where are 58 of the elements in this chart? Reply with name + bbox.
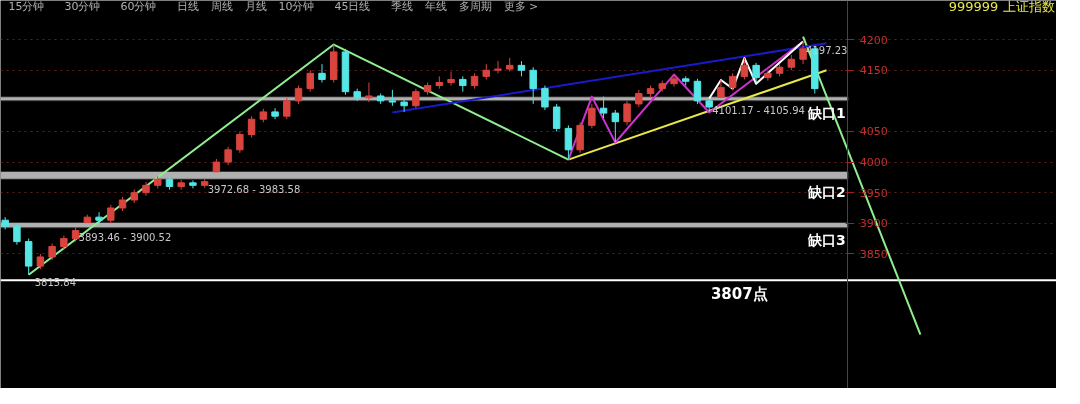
candlestick — [247, 115, 256, 139]
candlestick — [365, 82, 373, 103]
candlestick — [623, 100, 631, 126]
candlestick — [271, 107, 279, 120]
line-series — [567, 40, 805, 161]
candlestick — [611, 109, 620, 143]
candlestick — [693, 78, 702, 105]
annotation: 年线 — [424, 0, 447, 13]
candlestick — [541, 85, 549, 111]
y-tick-label: 4200 — [859, 33, 888, 47]
candlestick — [294, 85, 303, 105]
band-label: 缺口2 — [806, 183, 846, 200]
annotation: 10分钟 — [278, 0, 315, 13]
annotation: 30分钟 — [64, 0, 101, 13]
candlestick — [529, 66, 537, 105]
text: 999999 上证指数 — [948, 0, 1055, 14]
candlestick — [752, 62, 760, 84]
candlestick — [142, 181, 150, 197]
candlestick — [588, 103, 596, 129]
annotation: 更多 > — [503, 0, 539, 13]
y-tick-label: 4000 — [859, 156, 888, 170]
candlestick — [189, 179, 197, 189]
annotation: 15分钟 — [8, 0, 45, 13]
candlestick — [283, 97, 291, 120]
annotation: 60分钟 — [120, 0, 157, 13]
y-tick-label: 4150 — [859, 64, 888, 78]
y-tick-label: 3850 — [859, 247, 888, 261]
candlestick — [670, 74, 678, 88]
candlestick — [95, 211, 103, 224]
annotation: 周线 — [210, 0, 233, 13]
annotation: 月线 — [244, 0, 267, 13]
annotation: 4101.17 - 4105.94 — [712, 105, 805, 117]
candlestick — [107, 204, 115, 224]
candlestick — [494, 60, 502, 74]
candlestick — [224, 146, 232, 166]
annotation: 3893.46 - 3900.52 — [78, 232, 172, 244]
candlestick — [599, 96, 608, 119]
ref-line-label: 3807点 — [710, 285, 768, 304]
candlestick — [236, 130, 244, 154]
candlestick — [740, 57, 749, 80]
candlestick — [13, 222, 21, 246]
annotation: 季线 — [390, 0, 413, 13]
candlestick — [412, 88, 420, 109]
candlestick — [564, 124, 573, 161]
annotation: 日线 — [176, 0, 199, 13]
y-tick-label: 4050 — [859, 125, 888, 139]
annotation: 45日线 — [334, 0, 371, 13]
candlestick — [318, 63, 326, 84]
candlestick — [400, 99, 408, 113]
annotation: 多周期 — [458, 0, 492, 13]
band-label: 缺口3 — [806, 232, 846, 249]
candlestick — [306, 69, 314, 93]
candlestick — [764, 69, 772, 82]
annotation: 3972.68 - 3983.58 — [207, 183, 301, 195]
candlestick — [799, 40, 807, 65]
candlestick — [447, 70, 455, 87]
band-label: 缺口1 — [806, 105, 846, 122]
candlestick — [552, 103, 561, 132]
